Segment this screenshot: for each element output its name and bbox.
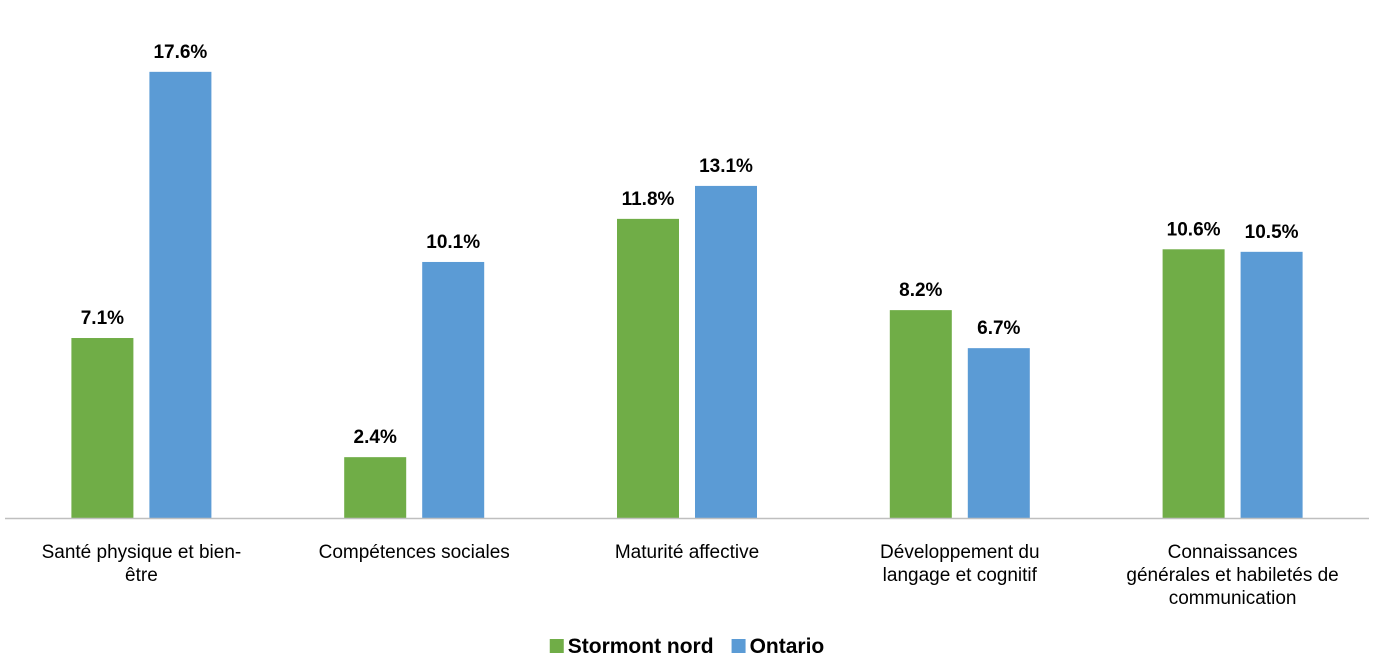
legend-label: Stormont nord: [568, 635, 714, 658]
x-tick-label: Maturité affective: [615, 542, 759, 563]
x-tick-label: Connaissances générales et habiletés de co…: [1126, 542, 1338, 609]
bar-ontario: [695, 185, 757, 519]
bar-stormont-nord: [617, 218, 679, 518]
category-labels-layer: Santé physique et bien-être Compétences s…: [42, 542, 1339, 609]
data-label: 6.7%: [977, 318, 1020, 339]
data-label: 10.6%: [1167, 219, 1221, 240]
bar-stormont-nord: [71, 338, 134, 518]
bar-ontario: [967, 348, 1030, 518]
bar-stormont-nord: [344, 457, 407, 518]
legend-swatch: [731, 639, 746, 653]
legend: Stormont nord Ontario: [549, 635, 825, 658]
legend-label: Ontario: [750, 635, 825, 658]
data-label: 10.5%: [1245, 222, 1299, 243]
data-label: 11.8%: [622, 189, 675, 210]
data-label: 17.6%: [153, 42, 207, 63]
data-label: 10.1%: [426, 232, 480, 253]
bar-stormont-nord: [889, 310, 952, 518]
bar-stormont-nord: [1162, 249, 1225, 519]
legend-item-ontario: Ontario: [731, 635, 825, 658]
legend-swatch: [549, 639, 564, 653]
x-tick-label: Santé physique et bien-être: [42, 542, 242, 586]
bars-layer: [71, 71, 1303, 519]
data-label: 13.1%: [699, 156, 753, 177]
x-tick-label: Compétences sociales: [319, 542, 510, 563]
data-label: 7.1%: [81, 308, 124, 329]
data-label: 2.4%: [354, 427, 397, 448]
bar-ontario: [149, 71, 212, 518]
value-labels-layer: 7.1% 17.6% 2.4% 10.1% 11.8% 13.1% 8.2% 6.7% 10.6…: [81, 42, 1299, 448]
x-tick-label: Développement du langage et cognitif: [880, 542, 1040, 586]
bar-ontario: [422, 261, 485, 518]
data-label: 8.2%: [899, 280, 942, 301]
bar-ontario: [1240, 251, 1303, 518]
legend-item-stormont-nord: Stormont nord: [549, 635, 714, 658]
